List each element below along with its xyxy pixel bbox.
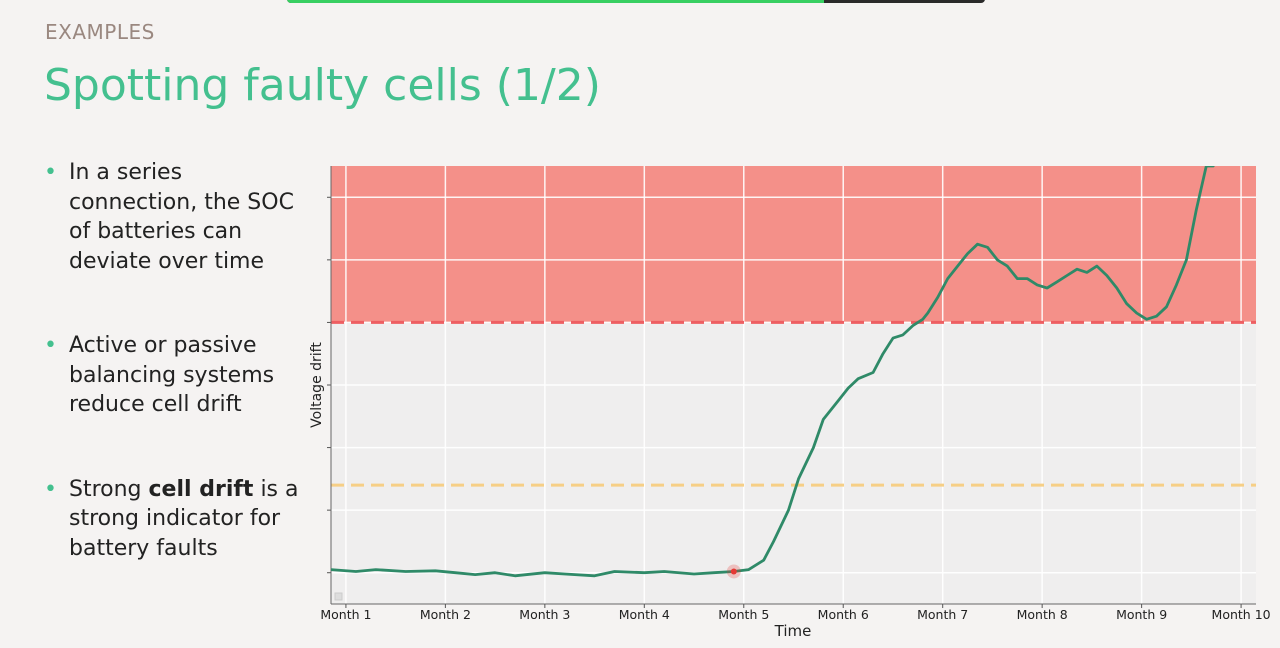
x-tick-label: Month 10 [1212, 607, 1271, 622]
bullet-text: Active or passive balancing systems redu… [69, 333, 275, 417]
bullet-list: In a series connection, the SOC of batte… [44, 158, 306, 563]
x-tick-label: Month 6 [818, 607, 869, 622]
bullet-emphasis: cell drift [148, 476, 254, 502]
section-eyebrow: EXAMPLES [45, 20, 155, 44]
bullet-text: Strong [69, 476, 149, 502]
bullet-text: In a series connection, the SOC of batte… [69, 160, 294, 274]
voltage-drift-series [331, 166, 1215, 578]
slide-progress-fill [287, 0, 825, 3]
x-tick-label: Month 8 [1017, 607, 1068, 622]
bullet-item: Active or passive balancing systems redu… [44, 331, 306, 420]
x-tick-label: Month 4 [619, 607, 670, 622]
slide-title: Spotting faulty cells (1/2) [44, 60, 601, 111]
x-tick-label: Month 9 [1116, 607, 1167, 622]
x-tick-label: Month 3 [519, 607, 570, 622]
x-tick-label: Month 5 [718, 607, 769, 622]
x-tick-label: Month 7 [917, 607, 968, 622]
y-axis-title: Voltage drift [309, 342, 325, 428]
bullet-text: is a strong indicator for battery faults [69, 476, 299, 561]
slide-progress-bar [287, 0, 985, 3]
fault-zone [331, 166, 1256, 323]
plot-corner-handle [334, 592, 343, 601]
fault-onset-marker [730, 568, 737, 575]
bullet-item: Strong cell drift is a strong indicator … [44, 475, 306, 564]
x-axis-title: Time [774, 622, 812, 640]
bullet-item: In a series connection, the SOC of batte… [44, 158, 306, 276]
x-tick-label: Month 1 [320, 607, 371, 622]
x-tick-label: Month 2 [420, 607, 471, 622]
